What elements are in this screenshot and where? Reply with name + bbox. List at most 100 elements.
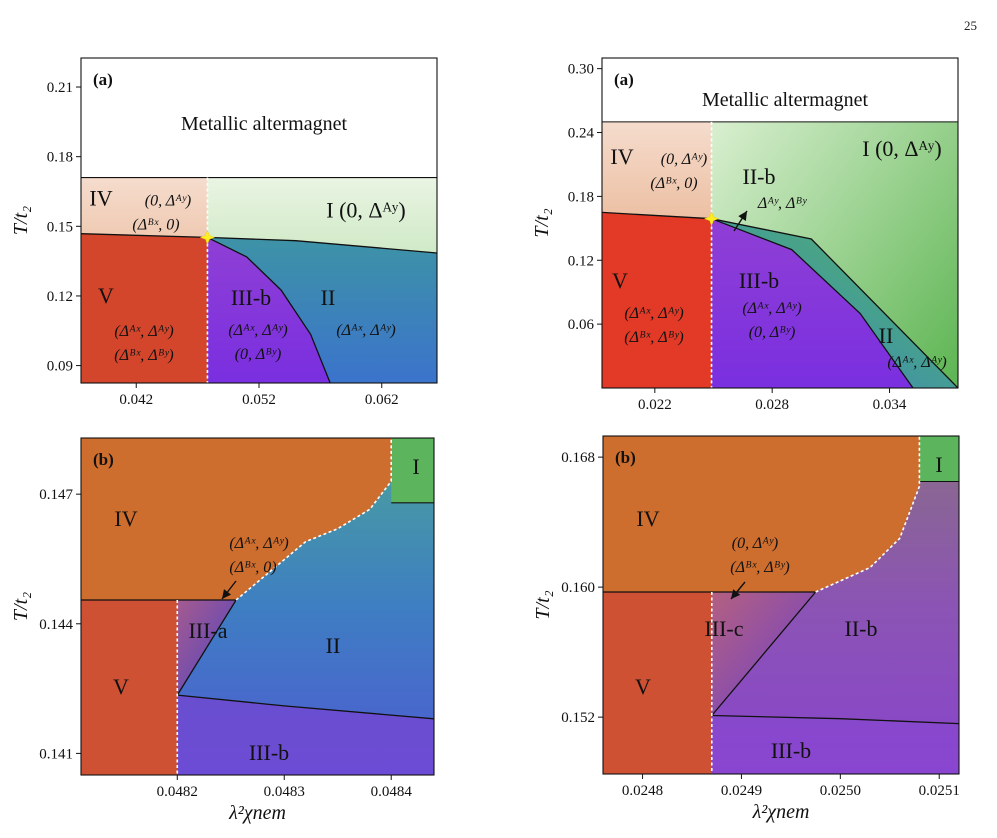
- region-label: I (0, Δᴬʸ): [862, 136, 941, 161]
- panel-label: (a): [93, 70, 113, 89]
- region-IV: [81, 438, 392, 600]
- region-V: [602, 212, 712, 388]
- x-tick-label: 0.0249: [721, 783, 762, 799]
- panel-label: (a): [614, 70, 634, 89]
- panel-label: (b): [615, 448, 636, 467]
- region-label: II-b: [743, 164, 776, 189]
- region-IV: [603, 436, 920, 592]
- arrow-head: [738, 211, 747, 221]
- order-parameter-label: (Δᴬˣ, Δᴬʸ): [229, 535, 288, 552]
- plot-frame: [80, 437, 435, 776]
- y-tick-label: 0.06: [568, 317, 595, 333]
- region-label: II: [326, 633, 341, 658]
- region-label: V: [635, 674, 651, 699]
- metallic-region: [602, 58, 958, 122]
- y-tick-label: 0.160: [561, 580, 595, 596]
- x-tick-label: 0.034: [873, 397, 907, 413]
- region-III-b: [207, 237, 331, 383]
- y-axis-label: T/t₂: [532, 590, 554, 619]
- order-parameter-label: (Δᴬˣ, Δᴬʸ): [887, 354, 946, 371]
- y-tick-label: 0.18: [47, 150, 73, 166]
- y-axis-label: T/t₂: [531, 208, 553, 237]
- x-tick-label: 0.0482: [157, 784, 198, 800]
- region-label: III-b: [771, 738, 811, 763]
- region-label: III-b: [231, 285, 271, 310]
- transition-line: [176, 599, 237, 696]
- region-label: II: [321, 285, 336, 310]
- region-V: [81, 600, 178, 775]
- y-tick-label: 0.12: [47, 289, 73, 305]
- transition-curve: [711, 218, 914, 388]
- tricritical-point: [703, 210, 720, 227]
- order-parameter-label: (Δᴬˣ, Δᴬʸ): [742, 300, 801, 317]
- x-tick-label: 0.022: [638, 397, 672, 413]
- region-label: III-c: [704, 616, 743, 641]
- first-order-curve: [815, 436, 921, 593]
- y-tick-label: 0.12: [568, 253, 594, 269]
- order-parameter-label: (0, Δᴬʸ): [732, 535, 779, 552]
- x-tick-label: 0.0248: [622, 783, 663, 799]
- x-tick-label: 0.052: [242, 392, 276, 408]
- region-III-b: [177, 695, 434, 775]
- order-parameter-label: (Δᴬˣ, Δᴬʸ): [228, 322, 287, 339]
- plot-frame: [602, 435, 960, 775]
- x-tick-label: 0.042: [119, 392, 153, 408]
- panel-top-right: 0.022 0.028 0.034 0.06 0.12 0.18 0.24 0.30 T/t₂ (…: [531, 57, 959, 413]
- arrow-head: [731, 589, 741, 599]
- y-axis-label: T/t₂: [10, 592, 32, 621]
- region-V: [603, 592, 712, 774]
- x-tick-label: 0.0483: [264, 784, 305, 800]
- order-parameter-label: (Δᴮˣ, Δᴮʸ): [730, 559, 789, 576]
- order-parameter-label: (0, Δᴬʸ): [145, 193, 192, 210]
- order-parameter-label: (Δᴬˣ, Δᴬʸ): [336, 322, 395, 339]
- y-tick-label: 0.18: [568, 189, 594, 205]
- x-tick-label: 0.0251: [919, 783, 960, 799]
- y-tick-label: 0.147: [39, 487, 73, 503]
- panel-bottom-left: 0.0482 0.0483 0.0484 0.141 0.144 0.147 T/t₂ λ²χ…: [10, 437, 435, 824]
- region-label: II-b: [845, 616, 878, 641]
- transition-line: [602, 211, 958, 388]
- x-tick-label: 0.0250: [820, 783, 861, 799]
- panel-label: (b): [93, 450, 114, 469]
- y-axis-label: T/t₂: [10, 206, 32, 235]
- metallic-region: [81, 58, 437, 178]
- transition-curve: [207, 236, 331, 383]
- order-parameter-label: (0, Δᴮʸ): [749, 324, 796, 341]
- order-parameter-label: (Δᴬˣ, Δᴬʸ): [114, 323, 173, 340]
- y-tick-label: 0.144: [39, 617, 73, 633]
- region-label: II: [879, 323, 894, 348]
- region-label: IV: [114, 506, 137, 531]
- y-tick-label: 0.152: [561, 710, 595, 726]
- y-tick-label: 0.168: [561, 450, 595, 466]
- order-parameter-label: (Δᴮˣ, 0): [229, 559, 276, 576]
- y-tick-label: 0.21: [47, 80, 73, 96]
- panel-top-left: 0.042 0.052 0.062 0.09 0.12 0.15 0.18 0.21 T/t₂ (…: [10, 57, 438, 408]
- order-parameter-label: (0, Δᴬʸ): [661, 151, 708, 168]
- arrow-head: [222, 589, 232, 599]
- region-I: [919, 436, 959, 482]
- y-tick-label: 0.15: [47, 219, 73, 235]
- region-label: I (0, Δᴬʸ): [326, 198, 405, 223]
- first-order-curve: [235, 438, 392, 601]
- page-number: 25: [964, 18, 977, 33]
- region-label: IV: [610, 144, 633, 169]
- region-label: IV: [636, 506, 659, 531]
- metallic-label: Metallic altermagnet: [181, 113, 347, 135]
- plot-frame: [601, 57, 959, 389]
- region-label: III-b: [249, 740, 289, 765]
- order-parameter-label: Δᴬʸ, Δᴮʸ: [757, 195, 807, 212]
- order-parameter-label: (Δᴬˣ, Δᴬʸ): [624, 305, 683, 322]
- order-parameter-label: (Δᴮˣ, Δᴮʸ): [624, 329, 683, 346]
- metallic-label: Metallic altermagnet: [702, 89, 868, 111]
- order-parameter-label: (Δᴮˣ, 0): [650, 175, 697, 192]
- region-label: III-a: [188, 618, 227, 643]
- region-I: [391, 438, 434, 503]
- transition-line: [711, 591, 817, 716]
- x-axis-label: λ²χnem: [752, 801, 810, 823]
- order-parameter-label: (Δᴮˣ, 0): [132, 217, 179, 234]
- x-tick-label: 0.0484: [371, 784, 413, 800]
- region-label: V: [612, 268, 628, 293]
- region-III-b: [711, 218, 913, 388]
- region-label: I: [412, 454, 419, 479]
